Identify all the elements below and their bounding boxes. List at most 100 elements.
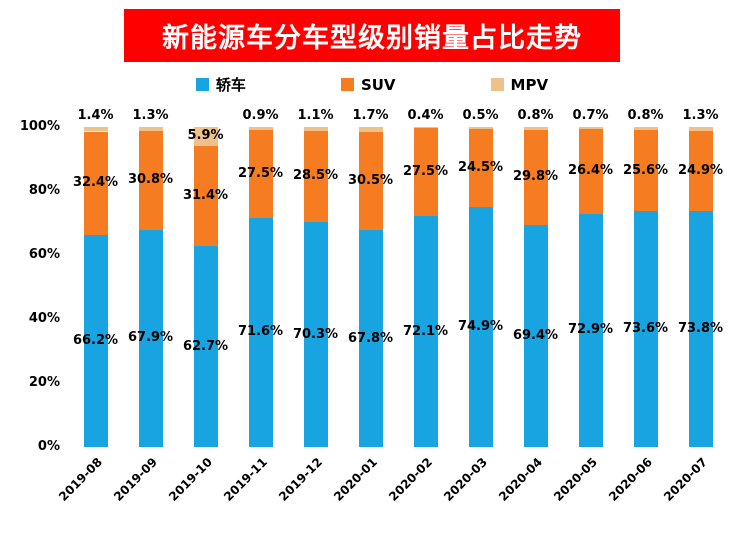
legend-item-suv[interactable]: SUV: [340, 74, 396, 95]
bar-segment-mpv: [193, 127, 218, 146]
bar-segment-suv: [83, 131, 108, 236]
legend-label-mpv: MPV: [510, 75, 549, 94]
bar-2020-02[interactable]: [413, 127, 438, 447]
bar-2020-05[interactable]: [578, 127, 603, 447]
sedan-value-label: 71.6%: [237, 324, 284, 340]
bar-segment-suv: [578, 129, 603, 214]
legend-swatch-suv: [340, 78, 354, 91]
sedan-value-label: 74.9%: [457, 319, 504, 335]
bar-2020-04[interactable]: [523, 127, 548, 447]
suv-value-label: 26.4%: [567, 163, 614, 179]
sedan-value-label: 73.6%: [622, 321, 669, 337]
bar-segment-sedan: [468, 207, 493, 447]
bar-2020-01[interactable]: [358, 127, 383, 447]
bar-2019-11[interactable]: [248, 127, 273, 447]
x-tick-label: 2019-09: [111, 455, 161, 504]
bar-column: 70.3% 28.5% 1.1% 2019-12: [277, 108, 343, 504]
sedan-value-label: 72.9%: [567, 322, 614, 338]
bar-column: 67.9% 30.8% 1.3% 2019-09: [112, 108, 178, 504]
bar-segment-suv: [193, 145, 218, 247]
bar-segment-sedan: [193, 246, 218, 447]
bar-column: 62.7% 31.4% 5.9% 2019-10: [167, 127, 233, 504]
x-tick-label: 2020-02: [386, 455, 436, 504]
y-tick-label: 0%: [37, 439, 60, 454]
x-tick-label: 2019-08: [56, 455, 106, 504]
bar-segment-mpv: [688, 127, 713, 132]
bar-segment-sedan: [303, 222, 328, 447]
suv-value-label: 29.8%: [512, 169, 559, 185]
bar-segment-sedan: [358, 230, 383, 447]
bar-segment-mpv: [578, 127, 603, 130]
bar-segment-sedan: [413, 216, 438, 447]
bar-segment-mpv: [413, 127, 438, 129]
legend-item-mpv[interactable]: MPV: [490, 74, 549, 95]
bar-2019-09[interactable]: [138, 127, 163, 447]
legend-swatch-sedan: [195, 78, 209, 91]
bar-column: 71.6% 27.5% 0.9% 2019-11: [222, 108, 288, 504]
bar-segment-mpv: [83, 127, 108, 132]
bar-segment-suv: [303, 130, 328, 223]
mpv-value-label: 0.4%: [407, 108, 444, 123]
bar-2019-10[interactable]: [193, 127, 218, 447]
bar-column: 72.9% 26.4% 0.7% 2020-05: [552, 108, 618, 504]
suv-value-label: 24.9%: [677, 163, 724, 178]
sedan-value-label: 72.1%: [402, 323, 449, 339]
legend-item-sedan[interactable]: 轿车: [195, 74, 246, 95]
y-tick-label: 40%: [28, 311, 60, 326]
sedan-value-label: 67.9%: [127, 330, 174, 346]
plot-area: 66.2% 32.4% 1.4% 2019-08 67.9% 30.8% 1.3% 2019-…: [57, 108, 728, 504]
bar-2020-06[interactable]: [633, 127, 658, 447]
legend-swatch-mpv: [490, 78, 504, 91]
mpv-value-label: 1.3%: [682, 108, 719, 123]
suv-value-label: 27.5%: [402, 164, 449, 180]
stacked-bar-chart: 0% 20% 40% 60% 80% 100% 66.2% 32.4% 1.4% 2019-08…: [4, 108, 728, 504]
y-tick-label: 80%: [28, 183, 60, 198]
x-tick-label: 2020-01: [331, 455, 381, 504]
y-tick-label: 20%: [28, 375, 60, 390]
bar-segment-mpv: [468, 127, 493, 129]
bar-2019-12[interactable]: [303, 127, 328, 447]
x-tick-label: 2020-05: [551, 455, 601, 504]
mpv-value-label: 0.7%: [572, 108, 609, 123]
bar-segment-suv: [413, 128, 438, 217]
bar-segment-suv: [138, 131, 163, 230]
mpv-value-label: 5.9%: [187, 128, 224, 144]
bar-segment-suv: [523, 129, 548, 225]
bar-segment-sedan: [248, 217, 273, 447]
legend-label-sedan: 轿车: [215, 76, 246, 94]
bar-2020-03[interactable]: [468, 127, 493, 447]
bar-segment-suv: [468, 128, 493, 208]
bar-column: 73.8% 24.9% 1.3% 2020-07: [662, 108, 728, 504]
bar-column: 66.2% 32.4% 1.4% 2019-08: [57, 108, 123, 504]
bar-segment-sedan: [83, 235, 108, 447]
x-tick-label: 2019-12: [276, 455, 326, 504]
sedan-value-label: 69.4%: [512, 327, 559, 343]
bar-segment-sedan: [688, 210, 713, 447]
bar-segment-sedan: [523, 224, 548, 447]
x-tick-label: 2020-06: [606, 455, 656, 504]
suv-value-label: 28.5%: [292, 168, 339, 184]
bar-segment-suv: [688, 131, 713, 211]
bar-segment-mpv: [138, 127, 163, 132]
bar-column: 74.9% 24.5% 0.5% 2020-03: [442, 108, 508, 504]
suv-value-label: 30.8%: [127, 172, 174, 188]
sedan-value-label: 70.3%: [292, 326, 339, 342]
bar-2019-08[interactable]: [83, 127, 108, 447]
mpv-value-label: 1.7%: [352, 108, 389, 123]
bar-segment-sedan: [138, 229, 163, 447]
bar-column: 69.4% 29.8% 0.8% 2020-04: [497, 108, 563, 504]
bar-segment-sedan: [633, 211, 658, 447]
suv-value-label: 30.5%: [347, 173, 394, 189]
x-tick-label: 2020-04: [496, 455, 546, 504]
bar-column: 73.6% 25.6% 0.8% 2020-06: [607, 108, 673, 504]
bar-segment-mpv: [358, 127, 383, 133]
suv-value-label: 25.6%: [622, 162, 669, 178]
mpv-value-label: 0.8%: [517, 108, 554, 123]
legend: 轿车 SUV MPV: [0, 74, 744, 95]
x-tick-label: 2019-10: [166, 455, 216, 504]
bar-segment-suv: [633, 129, 658, 212]
suv-value-label: 32.4%: [72, 175, 119, 191]
bar-2020-07[interactable]: [688, 127, 713, 447]
suv-value-label: 27.5%: [237, 165, 284, 181]
